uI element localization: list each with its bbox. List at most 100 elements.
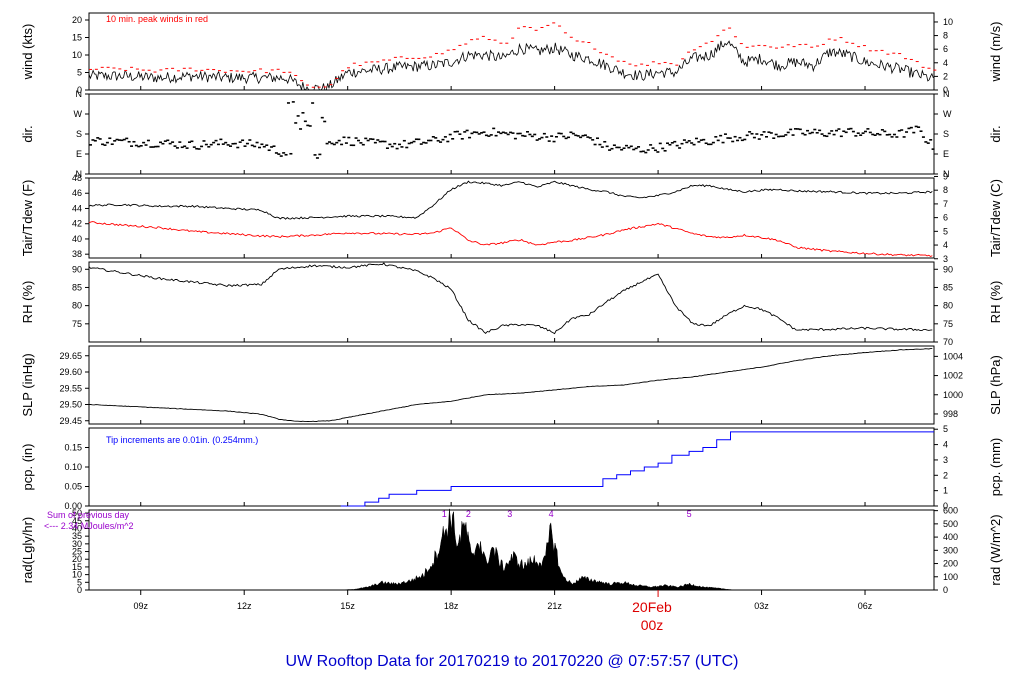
x-tick-label: 15z — [340, 601, 355, 611]
y-axis-label-left: pcp. (in) — [20, 444, 35, 491]
y-tick-label-left: 40 — [72, 523, 82, 533]
series-line-slp — [89, 348, 933, 423]
y-tick-label-right: 4 — [943, 240, 948, 250]
y-tick-label-left: 0 — [77, 85, 82, 95]
y-tick-label-right: 3 — [943, 455, 948, 465]
radiation-marker: 5 — [687, 509, 692, 519]
y-axis-label-right: pcp. (mm) — [988, 438, 1003, 497]
y-axis-label-left: wind (kts) — [20, 24, 35, 81]
y-tick-label-left: 40 — [72, 234, 82, 244]
radiation-marker: 3 — [507, 509, 512, 519]
y-tick-label-left: 15 — [72, 562, 82, 572]
y-axis-label-right: RH (%) — [988, 281, 1003, 324]
y-tick-label-right: 85 — [943, 282, 953, 292]
y-tick-label-right: 0 — [943, 585, 948, 595]
y-tick-label-right: 2 — [943, 71, 948, 81]
y-tick-label-left: 38 — [72, 249, 82, 259]
y-tick-label-right: 1000 — [943, 390, 963, 400]
peak-wind-annotation: 10 min. peak winds in red — [106, 14, 208, 24]
y-tick-label-right: 200 — [943, 559, 958, 569]
y-axis-label-left: rad(Lgly/hr) — [20, 517, 35, 583]
y-tick-label-left: 20 — [72, 554, 82, 564]
x-tick-label: 12z — [237, 601, 252, 611]
y-tick-label-left: 5 — [77, 68, 82, 78]
radiation-sum-annotation: Sum of previous day — [47, 510, 130, 520]
date-marker: 20Feb — [632, 599, 672, 615]
y-tick-label-left: 0 — [77, 585, 82, 595]
panel-frame — [88, 345, 935, 425]
y-tick-label-left: 44 — [72, 203, 82, 213]
chart-title: UW Rooftop Data for 20170219 to 20170220… — [286, 653, 739, 670]
x-tick-label: 09z — [133, 601, 148, 611]
y-tick-label-right: S — [943, 129, 949, 139]
y-axis-label-left: Tair/Tdew (F) — [20, 180, 35, 257]
y-axis-label-left: RH (%) — [20, 281, 35, 324]
y-tick-label-right: N — [943, 89, 950, 99]
y-tick-label-left: 50 — [72, 508, 82, 518]
y-tick-label-left: 0.00 — [64, 501, 82, 511]
y-tick-label-left: 15 — [72, 33, 82, 43]
y-tick-label-right: 500 — [943, 519, 958, 529]
panel-slp: 29.45 29.50 29.55 29.60 29.65 998 1000 1002 1004… — [20, 345, 1003, 426]
y-tick-label-right: 90 — [943, 264, 953, 274]
tip-increment-annotation: Tip increments are 0.01in. (0.254mm.) — [106, 435, 258, 445]
y-tick-label-right: 5 — [943, 226, 948, 236]
y-tick-label-right: E — [943, 149, 949, 159]
y-tick-label-right: 4 — [943, 58, 948, 68]
series-line-tair — [88, 180, 933, 220]
y-tick-label-left: 29.45 — [59, 416, 82, 426]
y-tick-label-right: 998 — [943, 409, 958, 419]
y-tick-label-left: 29.50 — [59, 400, 82, 410]
y-tick-label-right: 8 — [943, 185, 948, 195]
y-tick-label-right: N — [943, 169, 950, 179]
panel-frame — [88, 12, 935, 91]
y-axis-label-right: SLP (hPa) — [988, 355, 1003, 415]
y-tick-label-left: 10 — [72, 50, 82, 60]
y-axis-label-right: wind (m/s) — [988, 22, 1003, 83]
y-tick-label-left: 29.55 — [59, 383, 82, 393]
y-axis-label-left: dir. — [20, 125, 35, 142]
y-tick-label-left: 48 — [72, 173, 82, 183]
panel-rh: 75 80 85 90 70 75 80 85 90 RH (%) RH (%) — [20, 261, 1003, 347]
y-tick-label-right: 3 — [943, 254, 948, 264]
y-tick-label-right: 8 — [943, 31, 948, 41]
y-tick-label-left: 35 — [72, 531, 82, 541]
y-tick-label-right: 70 — [943, 337, 953, 347]
y-tick-label-left: 90 — [72, 264, 82, 274]
series-line-wind — [88, 40, 934, 91]
y-tick-label-left: W — [74, 109, 83, 119]
y-tick-label-right: 5 — [943, 424, 948, 434]
y-tick-label-right: W — [943, 109, 952, 119]
y-tick-label-right: 0 — [943, 501, 948, 511]
y-tick-label-right: 9 — [943, 171, 948, 181]
y-tick-label-right: 1 — [943, 486, 948, 496]
y-tick-label-left: 85 — [72, 282, 82, 292]
series-line-rh — [88, 262, 933, 335]
y-tick-label-left: 80 — [72, 301, 82, 311]
radiation-sum-value: <--- 2.34 MJoules/m^2 — [44, 521, 134, 531]
y-tick-label-right: 6 — [943, 213, 948, 223]
y-axis-label-left: SLP (inHg) — [20, 353, 35, 416]
y-tick-label-left: 29.60 — [59, 367, 82, 377]
radiation-marker: 2 — [466, 509, 471, 519]
y-tick-label-left: 25 — [72, 547, 82, 557]
y-tick-label-left: 0.15 — [64, 443, 82, 453]
y-axis-label-right: dir. — [988, 125, 1003, 142]
y-axis-label-right: rad (W/m^2) — [988, 514, 1003, 585]
y-tick-label-right: 80 — [943, 301, 953, 311]
y-tick-label-right: 6 — [943, 44, 948, 54]
radiation-area — [340, 508, 735, 591]
radiation-marker: 4 — [549, 509, 554, 519]
x-tick-label: 06z — [858, 601, 873, 611]
panel-rad: 051015202530354045500100200300400500600r… — [20, 506, 1003, 595]
y-tick-label-right: 1002 — [943, 371, 963, 381]
panel-frame — [88, 177, 935, 259]
y-tick-label-left: 75 — [72, 319, 82, 329]
y-tick-label-left: S — [76, 129, 82, 139]
radiation-marker: 1 — [442, 509, 447, 519]
series-line-tdew — [88, 221, 933, 258]
y-tick-label-right: 600 — [943, 506, 958, 516]
y-tick-label-left: E — [76, 149, 82, 159]
y-tick-label-right: 4 — [943, 440, 948, 450]
